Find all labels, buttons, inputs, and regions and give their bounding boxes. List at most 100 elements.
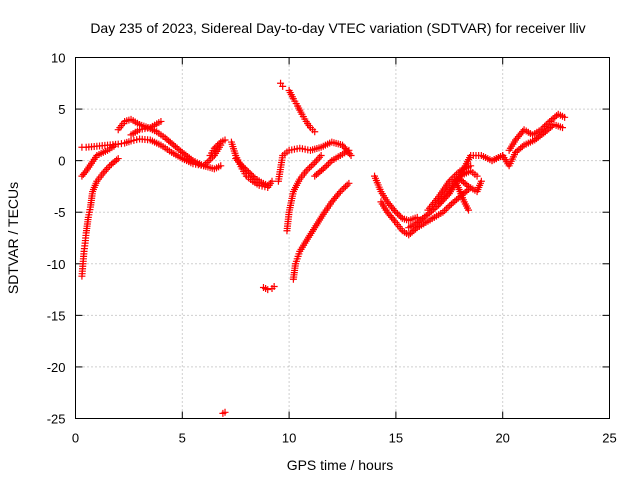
tick-labels: 0 5 10 15 20 25 -25 -20 -15 -10 -5 0 5 10 [47, 51, 617, 446]
data-point [306, 164, 314, 172]
data-point [324, 160, 332, 168]
data-point [465, 206, 473, 214]
series-arc-e [127, 117, 165, 139]
data-point [221, 136, 229, 144]
y-tick-label: -5 [54, 205, 66, 220]
data-point [345, 146, 353, 154]
data-point [279, 82, 287, 90]
data-point [340, 184, 348, 192]
data-point [304, 165, 312, 173]
series-arc-x [488, 121, 567, 170]
data-point [395, 211, 403, 219]
data-point [463, 181, 471, 189]
y-tick-label: 10 [51, 51, 65, 66]
data-point [335, 189, 343, 197]
data-point [264, 181, 272, 189]
x-tick-label: 0 [72, 431, 79, 446]
series-arc-y [505, 110, 569, 154]
x-axis-title: GPS time / hours [287, 457, 394, 473]
data-point [249, 173, 257, 181]
data-point [390, 206, 398, 214]
series-arc-q [371, 172, 421, 224]
data-point [548, 122, 556, 130]
data-point [338, 186, 346, 194]
x-tick-label: 15 [389, 431, 403, 446]
axis-ticks [75, 57, 610, 419]
data-points [78, 79, 569, 417]
data-point [326, 158, 334, 166]
x-tick-label: 5 [179, 431, 186, 446]
data-point [544, 119, 552, 127]
data-point [537, 126, 545, 134]
y-tick-label: 0 [58, 154, 65, 169]
data-point [309, 160, 317, 168]
data-point [444, 203, 452, 211]
data-point [210, 144, 218, 152]
x-tick-label: 10 [282, 431, 296, 446]
x-tick-label: 20 [495, 431, 509, 446]
series-arc-c [78, 142, 118, 180]
data-point [446, 202, 454, 210]
series-arc-w [452, 177, 473, 214]
series-arc-p [311, 146, 353, 180]
data-point [113, 156, 121, 164]
data-point [114, 155, 122, 163]
grid [75, 57, 610, 419]
series-arc-k [277, 79, 287, 90]
series-arc-l [285, 87, 319, 136]
data-point [243, 166, 251, 174]
data-point [248, 171, 256, 179]
data-point [394, 210, 402, 218]
data-point [343, 181, 351, 189]
data-point [442, 205, 450, 213]
series-arc-i [259, 282, 278, 294]
data-point [392, 208, 400, 216]
data-point [270, 282, 278, 290]
data-point [311, 128, 319, 136]
series-arc-h [232, 155, 272, 189]
data-point [390, 217, 398, 225]
data-point [215, 140, 223, 148]
y-tick-label: -25 [47, 412, 66, 427]
data-point [212, 143, 220, 151]
data-point [473, 172, 481, 180]
data-point [81, 169, 89, 177]
data-point [217, 162, 225, 170]
series-arc-v [456, 175, 485, 196]
data-point [221, 408, 229, 416]
data-point [246, 170, 254, 178]
data-point [345, 179, 353, 187]
data-point [238, 162, 246, 170]
data-point [539, 124, 547, 132]
data-point [321, 163, 329, 171]
series-arc-m [274, 138, 355, 185]
data-point [264, 286, 272, 294]
y-tick-label: 5 [58, 102, 65, 117]
x-tick-label: 25 [602, 431, 616, 446]
y-axis-title: SDTVAR / TECUs [5, 182, 21, 294]
chart-title: Day 235 of 2023, Sidereal Day-to-day VTE… [90, 20, 585, 36]
data-point [323, 162, 331, 170]
data-point [318, 166, 326, 174]
data-point [307, 162, 315, 170]
y-tick-label: -10 [47, 257, 66, 272]
data-point [214, 141, 222, 149]
data-point [245, 168, 253, 176]
data-point [319, 165, 327, 173]
series-arc-o [289, 179, 353, 283]
data-point [541, 122, 549, 130]
y-tick-label: -15 [47, 308, 66, 323]
data-point [302, 167, 310, 175]
data-point [241, 165, 249, 173]
plot-frame [75, 57, 610, 419]
data-point [477, 177, 485, 185]
data-point [336, 188, 344, 196]
data-point [542, 121, 550, 129]
series-arc-j [219, 408, 229, 417]
series-arc-n [283, 151, 325, 235]
data-point [347, 151, 355, 159]
data-point [518, 143, 526, 151]
data-point [439, 208, 447, 216]
